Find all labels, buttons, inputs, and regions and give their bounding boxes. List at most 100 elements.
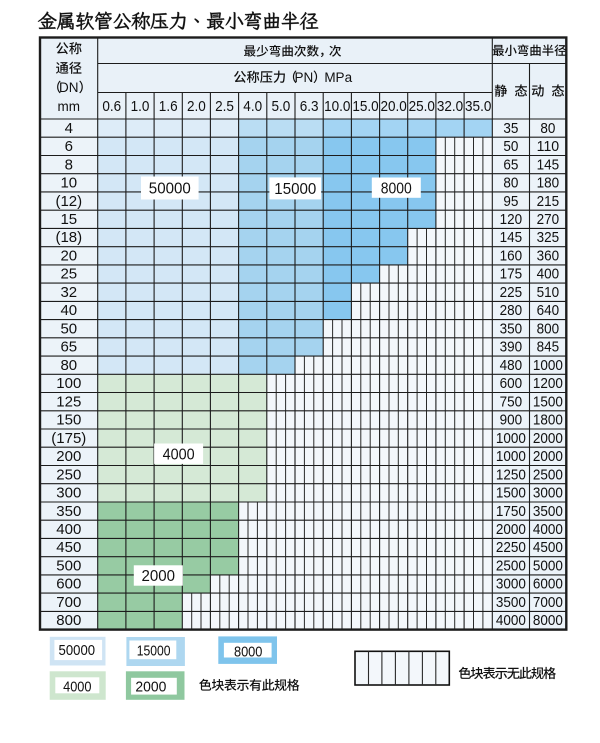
svg-text:1750: 1750	[496, 503, 526, 520]
svg-text:5.0: 5.0	[272, 98, 291, 115]
svg-text:160: 160	[500, 248, 523, 265]
svg-text:110: 110	[537, 138, 560, 155]
svg-text:225: 225	[500, 284, 523, 301]
svg-text:35.0: 35.0	[465, 98, 491, 115]
svg-text:1800: 1800	[533, 412, 563, 429]
svg-text:4000: 4000	[63, 679, 91, 695]
svg-text:1000: 1000	[533, 357, 563, 374]
svg-text:200: 200	[56, 448, 81, 465]
svg-text:1000: 1000	[496, 448, 526, 465]
svg-text:15000: 15000	[137, 643, 171, 659]
svg-text:300: 300	[56, 485, 81, 502]
svg-text:6: 6	[65, 138, 73, 155]
svg-text:4000: 4000	[496, 612, 526, 629]
svg-text:PN: PN	[295, 70, 314, 85]
svg-text:4000: 4000	[163, 446, 195, 463]
svg-text:480: 480	[500, 357, 523, 374]
svg-text:250: 250	[56, 466, 81, 483]
svg-text:32.0: 32.0	[437, 98, 463, 115]
svg-text:50000: 50000	[59, 643, 96, 659]
svg-text:20: 20	[60, 248, 77, 265]
svg-text:15.0: 15.0	[352, 98, 378, 115]
svg-text:2250: 2250	[496, 539, 526, 556]
svg-text:400: 400	[56, 521, 81, 538]
svg-text:500: 500	[56, 558, 81, 575]
svg-text:1200: 1200	[533, 375, 563, 392]
svg-text:640: 640	[537, 302, 560, 319]
svg-text:2000: 2000	[142, 568, 176, 585]
svg-text:215: 215	[537, 193, 560, 210]
svg-text:600: 600	[56, 576, 81, 593]
svg-text:7000: 7000	[533, 594, 563, 611]
svg-text:6000: 6000	[533, 576, 563, 593]
svg-text:800: 800	[537, 320, 560, 337]
svg-text:DN: DN	[59, 80, 79, 95]
svg-text:750: 750	[500, 393, 523, 410]
svg-text:600: 600	[500, 375, 523, 392]
svg-text:150: 150	[56, 412, 81, 429]
svg-text:65: 65	[60, 339, 77, 356]
svg-text:125: 125	[56, 393, 81, 410]
svg-text:40: 40	[60, 302, 77, 319]
svg-text:(12): (12)	[55, 193, 82, 210]
svg-text:25.0: 25.0	[409, 98, 435, 115]
svg-text:900: 900	[500, 412, 523, 429]
svg-text:1500: 1500	[533, 393, 563, 410]
svg-text:5000: 5000	[533, 558, 563, 575]
svg-text:3500: 3500	[496, 594, 526, 611]
svg-text:8: 8	[65, 156, 73, 173]
svg-text:280: 280	[500, 302, 523, 319]
svg-text:80: 80	[540, 120, 555, 137]
svg-text:20.0: 20.0	[380, 98, 406, 115]
svg-text:80: 80	[60, 357, 77, 374]
svg-text:120: 120	[500, 211, 523, 228]
svg-text:2000: 2000	[496, 521, 526, 538]
svg-text:3500: 3500	[533, 503, 563, 520]
svg-text:390: 390	[500, 339, 523, 356]
svg-text:15000: 15000	[274, 181, 316, 198]
svg-text:350: 350	[500, 320, 523, 337]
svg-text:4500: 4500	[533, 539, 563, 556]
svg-text:4: 4	[65, 120, 73, 137]
svg-text:15: 15	[60, 211, 77, 228]
svg-text:(18): (18)	[55, 229, 82, 246]
svg-text:400: 400	[537, 266, 560, 283]
svg-text:MPa: MPa	[324, 70, 352, 85]
svg-text:95: 95	[503, 193, 518, 210]
svg-text:10.0: 10.0	[324, 98, 350, 115]
svg-text:65: 65	[503, 156, 518, 173]
svg-text:450: 450	[56, 539, 81, 556]
svg-text:mm: mm	[58, 99, 81, 114]
svg-text:50000: 50000	[149, 181, 191, 198]
svg-text:0.6: 0.6	[102, 98, 121, 115]
svg-text:800: 800	[56, 612, 81, 629]
svg-text:50: 50	[60, 320, 77, 337]
svg-text:2000: 2000	[533, 430, 563, 447]
svg-text:10: 10	[60, 175, 77, 192]
svg-text:35: 35	[503, 120, 518, 137]
svg-text:32: 32	[60, 284, 77, 301]
svg-text:845: 845	[537, 339, 560, 356]
svg-text:360: 360	[537, 248, 560, 265]
svg-text:3000: 3000	[496, 576, 526, 593]
svg-text:145: 145	[500, 229, 523, 246]
svg-text:180: 180	[537, 175, 560, 192]
svg-text:325: 325	[537, 229, 560, 246]
svg-text:1500: 1500	[496, 485, 526, 502]
svg-text:8000: 8000	[533, 612, 563, 629]
svg-text:2500: 2500	[533, 466, 563, 483]
svg-text:8000: 8000	[234, 644, 263, 660]
svg-text:350: 350	[56, 503, 81, 520]
svg-text:700: 700	[56, 594, 81, 611]
svg-text:2500: 2500	[496, 558, 526, 575]
svg-text:(175): (175)	[51, 430, 86, 447]
svg-text:2000: 2000	[533, 448, 563, 465]
svg-text:8000: 8000	[381, 180, 412, 197]
svg-text:3000: 3000	[533, 485, 563, 502]
svg-text:2000: 2000	[135, 680, 166, 696]
svg-text:145: 145	[537, 156, 560, 173]
svg-text:4000: 4000	[533, 521, 563, 538]
svg-text:1.6: 1.6	[159, 98, 178, 115]
svg-text:2.5: 2.5	[215, 98, 234, 115]
svg-text:4.0: 4.0	[243, 98, 262, 115]
